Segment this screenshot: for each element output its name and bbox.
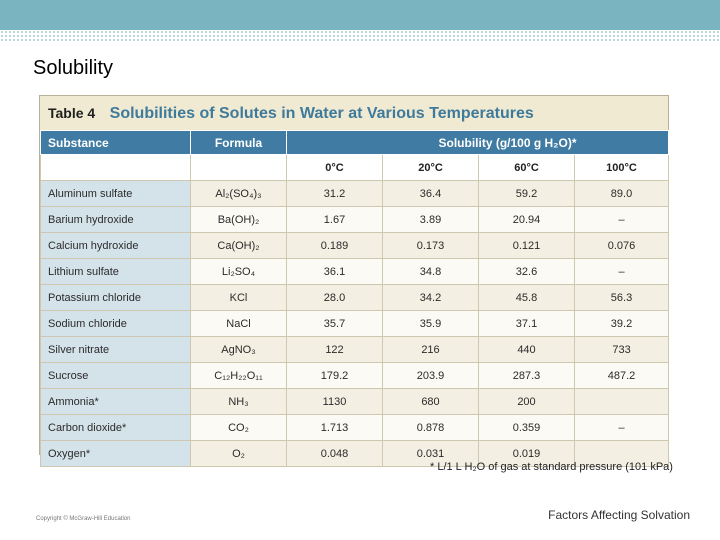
- value-60c: 0.121: [478, 232, 575, 259]
- substance-name: Barium hydroxide: [40, 206, 191, 233]
- value-20c: 34.2: [382, 284, 479, 311]
- temp-20c-header: 20°C: [382, 154, 479, 181]
- substance-name: Silver nitrate: [40, 336, 191, 363]
- formula-cell: Ba(OH)₂: [190, 206, 287, 233]
- substance-name: Calcium hydroxide: [40, 232, 191, 259]
- blank-cell: [40, 154, 191, 181]
- substance-name: Lithium sulfate: [40, 258, 191, 285]
- substance-name: Aluminum sulfate: [40, 180, 191, 207]
- value-100c: [573, 388, 670, 415]
- table-row: Potassium chloride KCl 28.0 34.2 45.8 56…: [40, 284, 670, 311]
- table-footnote: * L/1 L H₂O of gas at standard pressure …: [430, 461, 673, 473]
- value-100c: –: [573, 258, 670, 285]
- slide-title: Solubility: [33, 57, 114, 79]
- value-0c: 35.7: [286, 310, 383, 337]
- formula-cell: O₂: [190, 440, 287, 467]
- blank-cell: [190, 154, 287, 181]
- header-dot-pattern: [0, 30, 720, 42]
- value-60c: 20.94: [478, 206, 575, 233]
- table-label: Table 4: [48, 105, 96, 121]
- substance-name: Sodium chloride: [40, 310, 191, 337]
- value-100c: [573, 440, 670, 467]
- value-0c: 36.1: [286, 258, 383, 285]
- value-20c: 203.9: [382, 362, 479, 389]
- value-60c: 440: [478, 336, 575, 363]
- value-0c: 0.189: [286, 232, 383, 259]
- table-row: Silver nitrate AgNO₃ 122 216 440 733: [40, 336, 670, 363]
- formula-cell: CO₂: [190, 414, 287, 441]
- value-20c: 34.8: [382, 258, 479, 285]
- value-0c: 31.2: [286, 180, 383, 207]
- value-60c: 287.3: [478, 362, 575, 389]
- value-20c: 216: [382, 336, 479, 363]
- value-60c: 37.1: [478, 310, 575, 337]
- value-60c: 32.6: [478, 258, 575, 285]
- formula-cell: C₁₂H₂₂O₁₁: [190, 362, 287, 389]
- table-row: Calcium hydroxide Ca(OH)₂ 0.189 0.173 0.…: [40, 232, 670, 259]
- formula-cell: KCl: [190, 284, 287, 311]
- formula-cell: Al₂(SO₄)₃: [190, 180, 287, 207]
- solubility-table-frame: Table 4 Solubilities of Solutes in Water…: [39, 95, 670, 467]
- value-60c: 59.2: [478, 180, 575, 207]
- value-0c: 1130: [286, 388, 383, 415]
- value-20c: 0.031: [382, 440, 479, 467]
- formula-cell: Ca(OH)₂: [190, 232, 287, 259]
- top-header-band: [0, 0, 720, 30]
- table-row: Lithium sulfate Li₂SO₄ 36.1 34.8 32.6 –: [40, 258, 670, 285]
- table-row: Aluminum sulfate Al₂(SO₄)₃ 31.2 36.4 59.…: [40, 180, 670, 207]
- formula-cell: Li₂SO₄: [190, 258, 287, 285]
- formula-cell: NaCl: [190, 310, 287, 337]
- substance-name: Oxygen*: [40, 440, 191, 467]
- substance-name: Carbon dioxide*: [40, 414, 191, 441]
- value-60c: 200: [478, 388, 575, 415]
- value-20c: 3.89: [382, 206, 479, 233]
- value-0c: 1.713: [286, 414, 383, 441]
- value-20c: 36.4: [382, 180, 479, 207]
- value-60c: 0.019: [478, 440, 575, 467]
- value-0c: 179.2: [286, 362, 383, 389]
- value-0c: 1.67: [286, 206, 383, 233]
- value-20c: 680: [382, 388, 479, 415]
- value-100c: 56.3: [573, 284, 670, 311]
- value-100c: 733: [573, 336, 670, 363]
- table-row: Sodium chloride NaCl 35.7 35.9 37.1 39.2: [40, 310, 670, 337]
- temp-100c-header: 100°C: [573, 154, 670, 181]
- table-row: Barium hydroxide Ba(OH)₂ 1.67 3.89 20.94…: [40, 206, 670, 233]
- substance-name: Sucrose: [40, 362, 191, 389]
- table-row: Sucrose C₁₂H₂₂O₁₁ 179.2 203.9 287.3 487.…: [40, 362, 670, 389]
- solubility-table: Substance Formula Solubility (g/100 g H₂…: [40, 130, 670, 467]
- value-100c: 0.076: [573, 232, 670, 259]
- value-100c: –: [573, 414, 670, 441]
- value-100c: 487.2: [573, 362, 670, 389]
- substance-header: Substance: [40, 130, 191, 155]
- table-row: Carbon dioxide* CO₂ 1.713 0.878 0.359 –: [40, 414, 670, 441]
- table-row: Ammonia* NH₃ 1130 680 200: [40, 388, 670, 415]
- formula-cell: NH₃: [190, 388, 287, 415]
- header-row: Substance Formula Solubility (g/100 g H₂…: [40, 130, 670, 155]
- value-60c: 45.8: [478, 284, 575, 311]
- value-0c: 28.0: [286, 284, 383, 311]
- table-title: Solubilities of Solutes in Water at Vari…: [109, 105, 534, 122]
- value-0c: 0.048: [286, 440, 383, 467]
- value-100c: –: [573, 206, 670, 233]
- slide-footer: Factors Affecting Solvation: [548, 508, 690, 522]
- value-0c: 122: [286, 336, 383, 363]
- value-100c: 39.2: [573, 310, 670, 337]
- temp-60c-header: 60°C: [478, 154, 575, 181]
- formula-cell: AgNO₃: [190, 336, 287, 363]
- temp-0c-header: 0°C: [286, 154, 383, 181]
- value-20c: 0.173: [382, 232, 479, 259]
- value-20c: 0.878: [382, 414, 479, 441]
- value-60c: 0.359: [478, 414, 575, 441]
- copyright-text: Copyright © McGraw-Hill Education: [36, 516, 131, 522]
- solubility-header: Solubility (g/100 g H₂O)*: [285, 130, 670, 155]
- substance-name: Ammonia*: [40, 388, 191, 415]
- temperature-row: 0°C 20°C 60°C 100°C: [40, 154, 670, 181]
- value-100c: 89.0: [573, 180, 670, 207]
- substance-name: Potassium chloride: [40, 284, 191, 311]
- value-20c: 35.9: [382, 310, 479, 337]
- table-row: Oxygen* O₂ 0.048 0.031 0.019: [40, 440, 670, 467]
- table-caption: Table 4 Solubilities of Solutes in Water…: [40, 96, 668, 130]
- formula-header: Formula: [190, 130, 287, 155]
